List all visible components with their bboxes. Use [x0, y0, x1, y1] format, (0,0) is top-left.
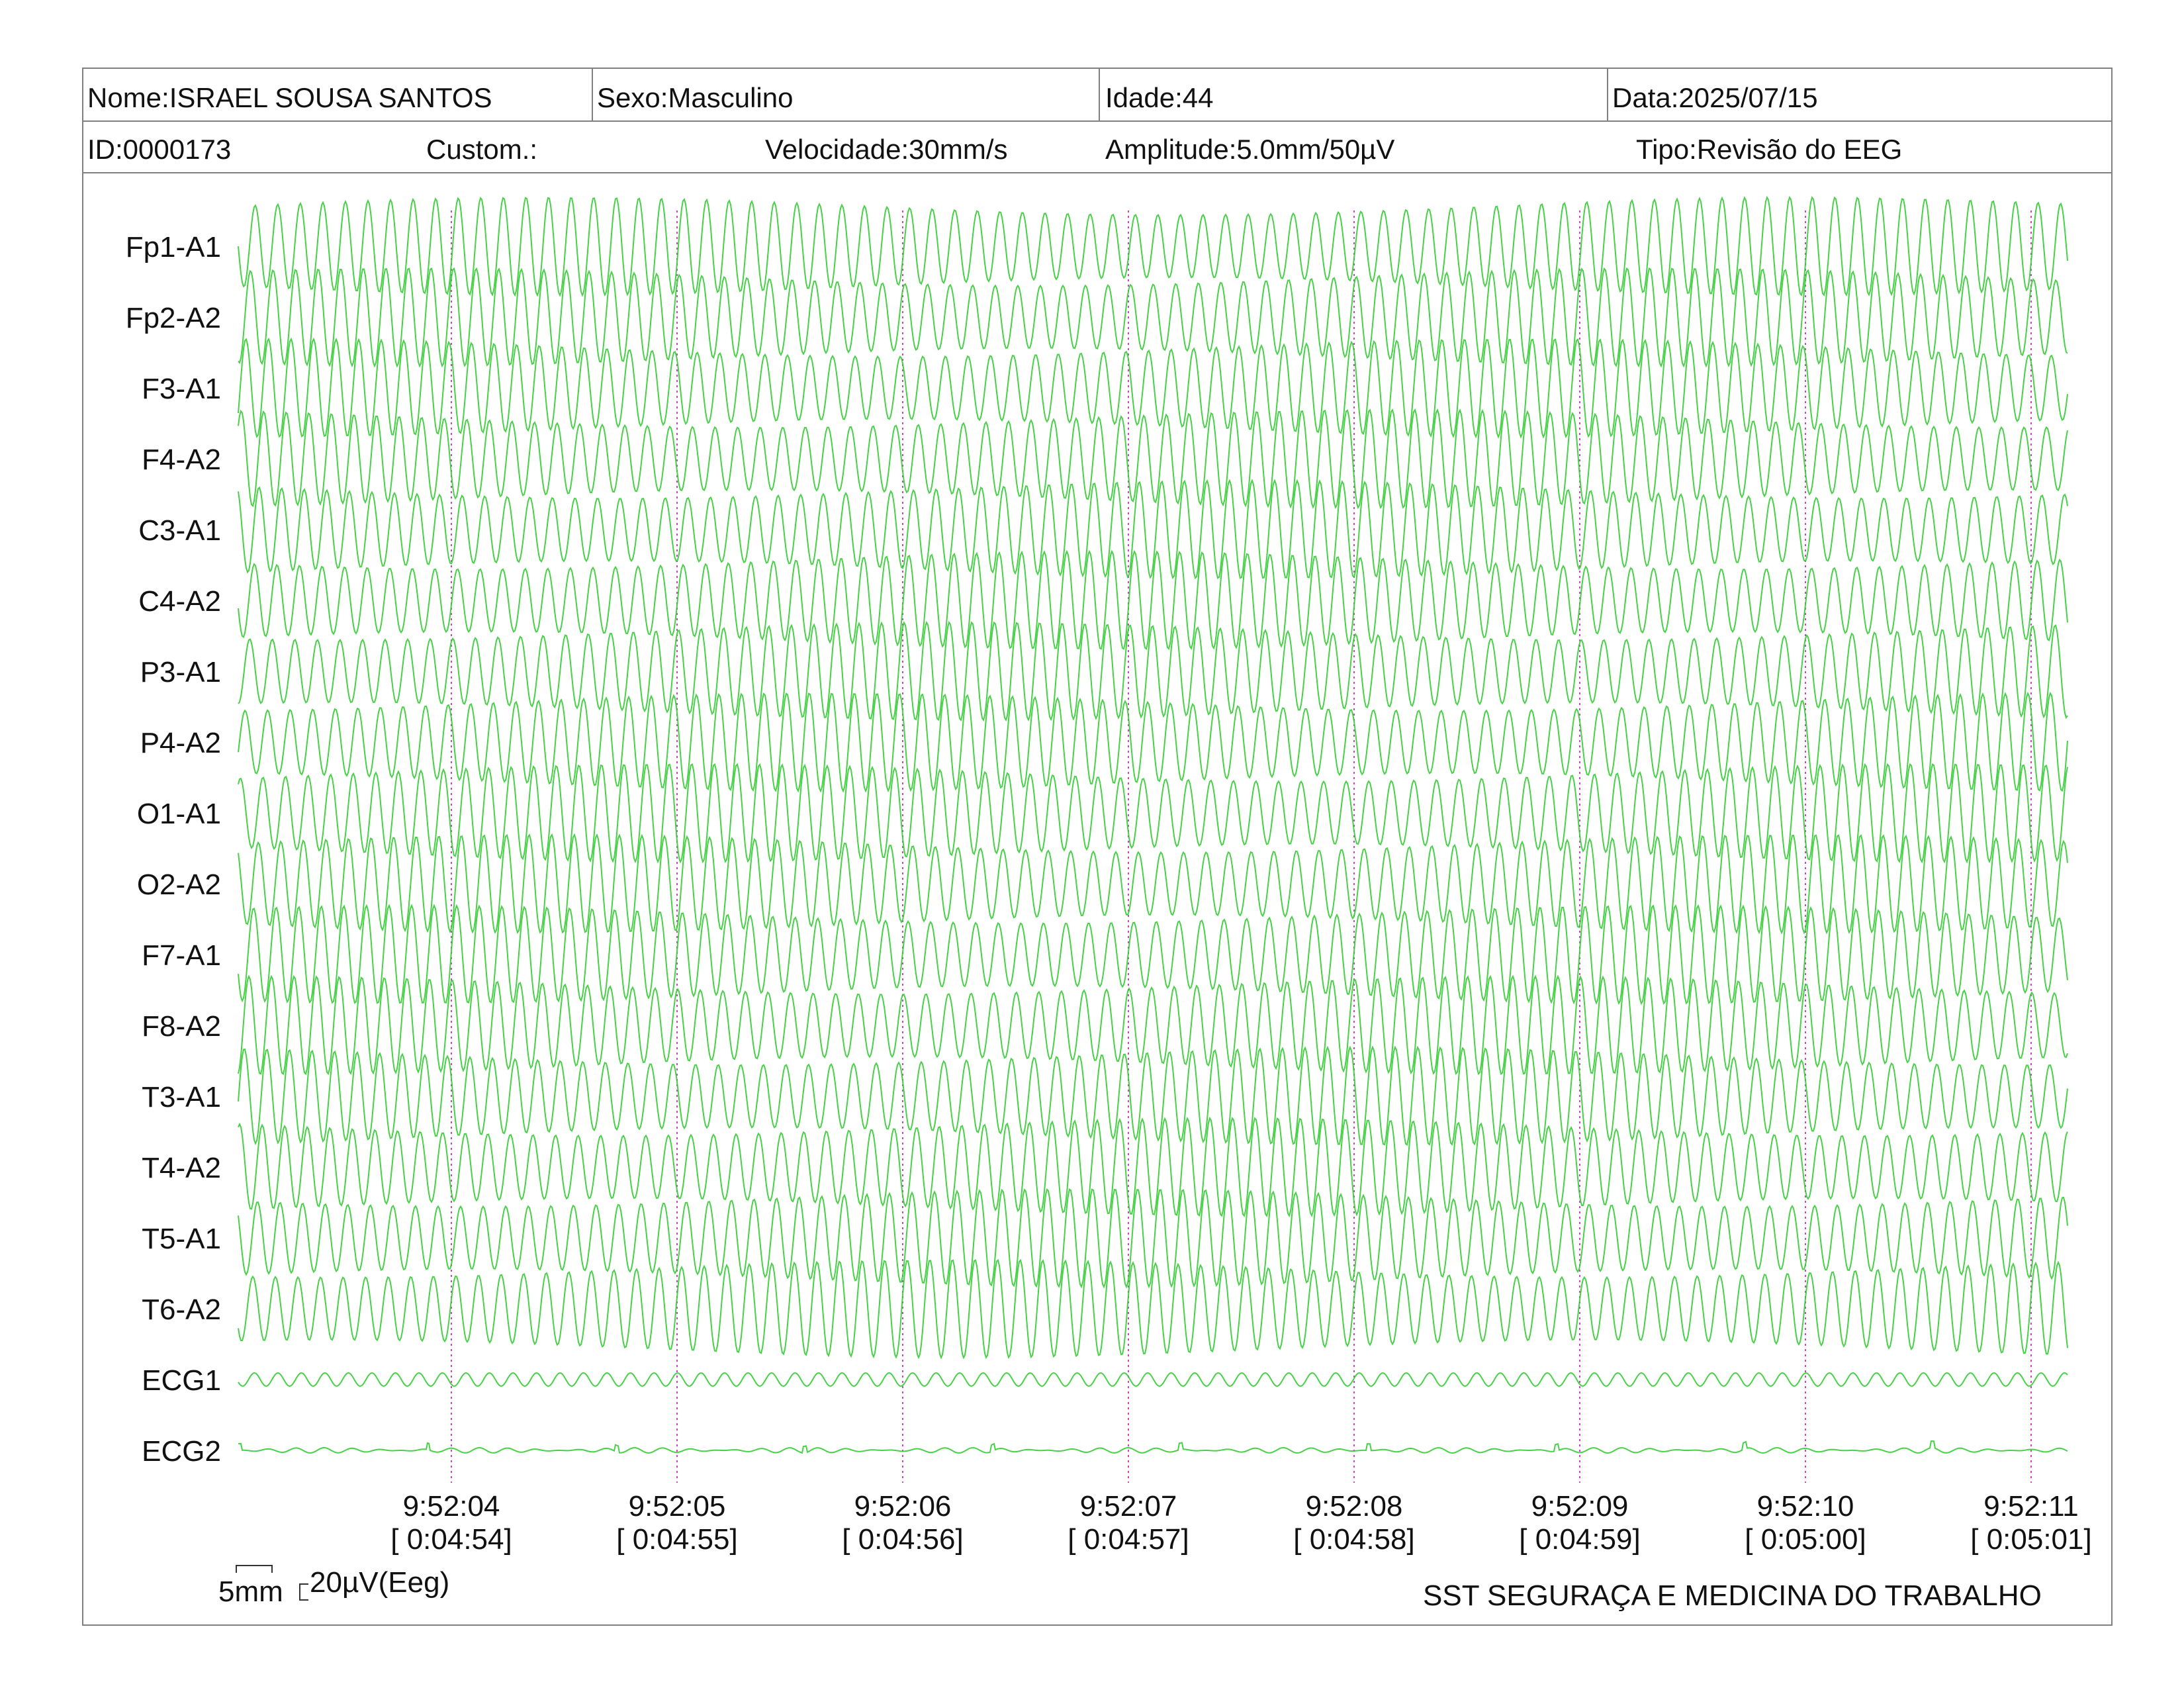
time-tick-label: 9:52:05 [629, 1490, 726, 1523]
eeg-trace-fp2-a2 [238, 267, 2068, 368]
amplitude-setting: Amplitude:5.0mm/50µV [1105, 134, 1395, 165]
elapsed-tick-label: [ 0:05:01] [1970, 1523, 2091, 1556]
elapsed-tick-label: [ 0:04:56] [842, 1523, 963, 1556]
time-tick-label: 9:52:10 [1757, 1490, 1854, 1523]
channel-label: P4-A2 [140, 727, 221, 759]
channel-label: C3-A1 [138, 514, 221, 547]
time-tick-label: 9:52:06 [854, 1490, 952, 1523]
eeg-trace-fp1-a1 [238, 195, 2068, 297]
time-tick-labels: 9:52:04[ 0:04:54] 9:52:05[ 0:04:55] 9:52:0… [390, 1490, 2091, 1556]
eeg-trace-t3-a1 [238, 1045, 2068, 1146]
patient-name: Nome:ISRAEL SOUSA SANTOS [87, 82, 492, 113]
channel-label: P3-A1 [140, 656, 221, 688]
amplitude-scale-label: 20µV(Eeg) [310, 1566, 450, 1599]
patient-id: ID:0000173 [87, 134, 232, 165]
channel-label: Fp2-A2 [126, 302, 221, 334]
patient-sex: Sexo:Masculino [597, 82, 794, 113]
eeg-trace-o1-a1 [238, 763, 2068, 864]
amplitude-scale-bar [299, 1583, 308, 1601]
time-tick-label: 9:52:04 [403, 1490, 500, 1523]
eeg-trace-f8-a2 [238, 974, 2068, 1076]
eeg-trace-f7-a1 [238, 904, 2068, 1006]
eeg-trace-ecg1 [238, 1372, 2068, 1387]
channel-labels: Fp1-A1 Fp2-A2 F3-A1 F4-A2 C3-A1 C4-A2 P3-A1 P4-… [126, 231, 221, 1468]
elapsed-tick-label: [ 0:04:59] [1519, 1523, 1640, 1556]
exam-date: Data:2025/07/15 [1612, 82, 1818, 113]
time-tick-label: 9:52:11 [1983, 1490, 2079, 1523]
eeg-trace-f4-a2 [238, 408, 2068, 510]
eeg-trace-p3-a1 [238, 620, 2068, 722]
eeg-trace-t5-a1 [238, 1188, 2068, 1289]
patient-age: Idade:44 [1105, 82, 1214, 113]
channel-label: T5-A1 [142, 1223, 221, 1255]
channel-label: ECG1 [142, 1364, 221, 1397]
eeg-trace-t6-a2 [238, 1258, 2068, 1360]
channel-label: F3-A1 [142, 373, 221, 405]
eeg-trace-p4-a2 [238, 691, 2068, 793]
channel-label: Fp1-A1 [126, 231, 221, 263]
channel-label: T4-A2 [142, 1152, 221, 1184]
eeg-trace-c4-a2 [238, 549, 2068, 651]
elapsed-tick-label: [ 0:04:55] [616, 1523, 737, 1556]
header-cell-divider-2 [1099, 69, 1100, 120]
header-cell-divider-3 [1607, 69, 1608, 120]
channel-label: O2-A2 [137, 868, 221, 901]
channel-label: T6-A2 [142, 1293, 221, 1326]
time-tick-label: 9:52:09 [1531, 1490, 1629, 1523]
channel-label: F4-A2 [142, 444, 221, 476]
eeg-trace-t4-a2 [238, 1116, 2068, 1218]
eeg-traces [238, 195, 2068, 1454]
report-frame: Nome:ISRAEL SOUSA SANTOS Sexo:Masculino … [82, 68, 2113, 1626]
channel-label: T3-A1 [142, 1081, 221, 1113]
elapsed-tick-label: [ 0:04:57] [1068, 1523, 1189, 1556]
exam-type: Tipo:Revisão do EEG [1636, 134, 1903, 165]
header-divider-2 [83, 172, 2111, 173]
eeg-trace-c3-a1 [238, 479, 2068, 580]
time-tick-label: 9:52:07 [1080, 1490, 1177, 1523]
paper-speed: Velocidade:30mm/s [765, 134, 1008, 165]
header-cell-divider-1 [592, 69, 593, 120]
elapsed-tick-label: [ 0:04:54] [390, 1523, 512, 1556]
header-divider-1 [83, 120, 2111, 122]
time-scale-bar [236, 1565, 273, 1573]
eeg-trace-ecg2 [238, 1440, 2068, 1454]
channel-label: F7-A1 [142, 939, 221, 972]
channel-label: ECG2 [142, 1435, 221, 1468]
time-scale-label: 5mm [218, 1575, 283, 1608]
channel-label: F8-A2 [142, 1010, 221, 1043]
institution-name: SST SEGURAÇA E MEDICINA DO TRABALHO [1423, 1579, 2042, 1612]
elapsed-tick-label: [ 0:05:00] [1745, 1523, 1866, 1556]
custom-field: Custom.: [426, 134, 538, 165]
channel-label: C4-A2 [138, 585, 221, 618]
time-tick-label: 9:52:08 [1306, 1490, 1403, 1523]
eeg-trace-o2-a2 [238, 833, 2068, 935]
channel-label: O1-A1 [137, 798, 221, 830]
eeg-trace-f3-a1 [238, 337, 2068, 439]
elapsed-tick-label: [ 0:04:58] [1293, 1523, 1414, 1556]
